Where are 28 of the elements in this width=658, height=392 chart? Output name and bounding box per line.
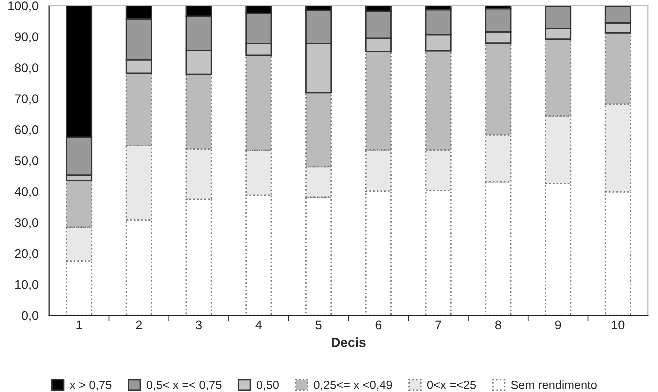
legend-label: 0,5< x =< 0,75 <box>146 380 222 391</box>
x-tick-label: 3 <box>196 320 202 330</box>
x-tick-label: 5 <box>316 320 322 330</box>
x-tick-label: 8 <box>496 320 502 330</box>
x-tick-label: 4 <box>256 320 262 330</box>
x-tick-label: 10 <box>612 320 625 330</box>
y-tick-label: 50,0 <box>15 156 38 167</box>
x-tick-label: 7 <box>436 320 442 330</box>
x-tick-label: 1 <box>76 320 82 330</box>
legend-label: 0,50 <box>256 380 279 391</box>
y-tick-label: 30,0 <box>15 218 38 229</box>
y-tick-label: 40,0 <box>14 187 38 198</box>
y-tick-label: 90,0 <box>15 32 38 43</box>
y-tick-label: 20,0 <box>15 249 38 260</box>
y-tick-label: 10,0 <box>16 280 38 291</box>
legend-label: 0,25<= x <0,49 <box>314 380 392 391</box>
legend-label: Sem rendimento <box>511 380 597 390</box>
y-tick-label: 0,0 <box>22 311 38 322</box>
y-tick-label: 80,0 <box>15 64 38 74</box>
legend-label: 0<x =<25 <box>427 380 476 390</box>
x-tick-label: 9 <box>555 320 562 330</box>
y-tick-label: 60,0 <box>15 126 38 136</box>
x-tick-label: 6 <box>376 320 382 330</box>
y-tick-label: 70,0 <box>15 94 38 105</box>
x-axis-title: Decis <box>332 338 366 348</box>
y-tick-label: 100,0 <box>8 2 38 12</box>
x-tick-label: 2 <box>136 320 142 330</box>
legend-label: x > 0,75 <box>70 380 112 391</box>
